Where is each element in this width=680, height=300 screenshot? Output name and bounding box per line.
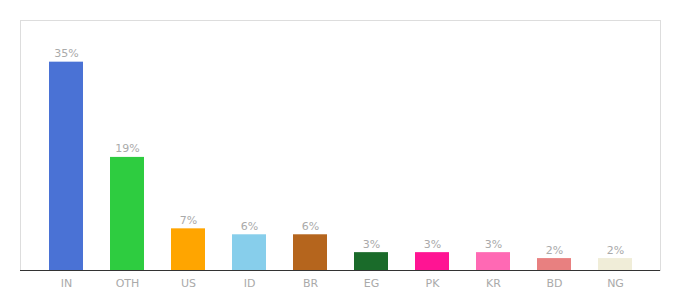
svg-text:OTH: OTH (116, 277, 140, 290)
svg-text:BD: BD (546, 277, 562, 290)
svg-text:KR: KR (486, 277, 501, 290)
svg-text:3%: 3% (485, 238, 502, 251)
svg-text:NG: NG (607, 277, 624, 290)
svg-text:PK: PK (426, 277, 441, 290)
svg-text:2%: 2% (607, 244, 624, 257)
svg-text:6%: 6% (241, 220, 258, 233)
svg-text:7%: 7% (180, 214, 197, 227)
svg-text:19%: 19% (115, 142, 139, 155)
svg-text:3%: 3% (424, 238, 441, 251)
svg-text:US: US (181, 277, 196, 290)
svg-text:BR: BR (303, 277, 319, 290)
svg-text:35%: 35% (54, 47, 78, 60)
svg-text:ID: ID (244, 277, 256, 290)
svg-text:IN: IN (61, 277, 72, 290)
svg-text:EG: EG (364, 277, 379, 290)
svg-text:6%: 6% (302, 220, 319, 233)
svg-text:3%: 3% (363, 238, 380, 251)
svg-text:2%: 2% (546, 244, 563, 257)
